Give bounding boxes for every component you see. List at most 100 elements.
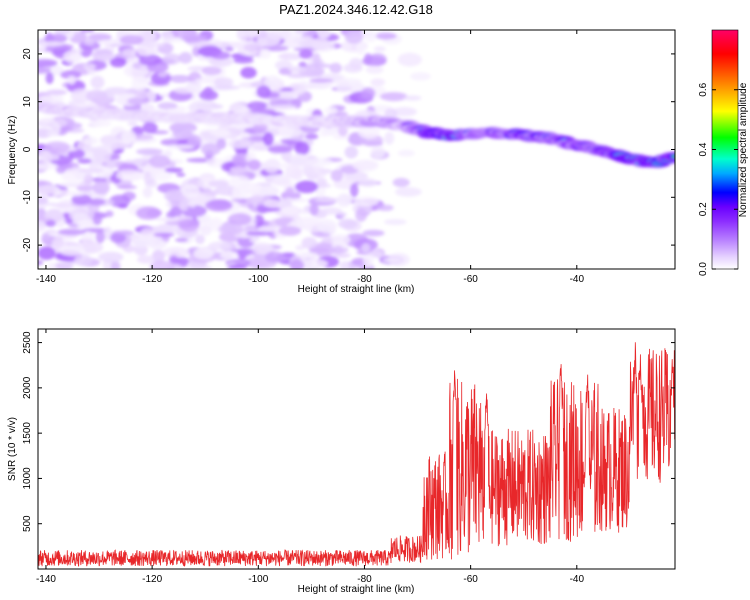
noise-speckle: [188, 198, 197, 208]
snr-y-axis-label: SNR (10 * v/v): [7, 417, 18, 481]
noise-speckle: [209, 56, 234, 67]
noise-speckle: [148, 154, 171, 168]
noise-speckle: [410, 72, 431, 81]
noise-speckle: [188, 41, 211, 47]
noise-speckle: [270, 104, 298, 110]
noise-speckle: [38, 184, 60, 195]
noise-speckle: [294, 252, 318, 258]
noise-speckle: [283, 42, 301, 49]
noise-speckle: [349, 57, 363, 70]
noise-speckle: [285, 186, 295, 196]
noise-speckle: [263, 159, 280, 173]
noise-speckle: [295, 30, 309, 34]
x-tick-label: -100: [248, 274, 268, 285]
noise-speckle: [199, 225, 212, 236]
noise-speckle: [338, 125, 348, 137]
figure-title: PAZ1.2024.346.12.42.G18: [279, 2, 433, 17]
noise-speckle: [68, 149, 86, 159]
noise-speckle: [305, 133, 319, 140]
noise-speckle: [92, 181, 110, 195]
noise-speckle: [87, 33, 112, 42]
noise-speckle: [355, 208, 367, 222]
noise-speckle: [329, 62, 343, 74]
noise-speckle: [199, 218, 214, 226]
noise-speckle: [179, 197, 189, 212]
noise-speckle: [358, 178, 377, 188]
spectrogram-image: [38, 30, 675, 269]
noise-speckle: [321, 207, 343, 215]
y-tick-label: 500: [22, 515, 33, 532]
noise-speckle: [58, 182, 86, 188]
noise-speckle: [208, 180, 230, 188]
noise-speckle: [352, 159, 379, 172]
noise-speckle: [80, 30, 95, 33]
noise-speckle: [288, 66, 307, 73]
noise-speckle: [293, 36, 306, 43]
noise-speckle: [142, 122, 158, 134]
noise-speckle: [105, 210, 114, 218]
noise-speckle: [309, 203, 319, 216]
noise-speckle: [336, 81, 352, 93]
noise-speckle: [200, 143, 221, 156]
noise-speckle: [116, 185, 137, 190]
noise-speckle: [74, 254, 93, 267]
noise-speckle: [338, 218, 358, 229]
noise-speckle: [96, 145, 113, 150]
noise-speckle: [274, 60, 293, 71]
noise-speckle: [267, 145, 293, 153]
noise-speckle: [163, 150, 172, 158]
noise-speckle: [156, 223, 176, 235]
noise-speckle: [44, 208, 64, 223]
noise-speckle: [237, 251, 252, 257]
noise-speckle: [213, 41, 240, 46]
x-tick-label: -80: [357, 274, 372, 285]
noise-speckle: [202, 88, 215, 94]
noise-speckle: [310, 37, 330, 50]
noise-speckle: [157, 102, 178, 110]
noise-speckle: [176, 172, 186, 177]
noise-speckle: [218, 223, 244, 236]
noise-speckle: [233, 57, 254, 64]
noise-speckle: [209, 129, 230, 136]
noise-speckle: [45, 72, 54, 84]
noise-speckle: [84, 38, 95, 46]
noise-speckle: [178, 52, 193, 64]
x-tick-label: -40: [570, 574, 585, 585]
noise-speckle: [266, 174, 292, 180]
noise-speckle: [316, 30, 331, 39]
noise-speckle: [78, 40, 101, 51]
noise-speckle: [39, 117, 56, 124]
noise-speckle: [256, 85, 271, 99]
noise-speckle: [301, 259, 329, 269]
noise-speckle: [135, 89, 150, 100]
x-tick-label: -100: [248, 574, 268, 585]
noise-speckle: [262, 132, 274, 146]
noise-speckle: [103, 226, 113, 240]
noise-speckle: [148, 238, 167, 250]
noise-speckle: [205, 199, 233, 212]
noise-speckle: [126, 57, 141, 63]
noise-speckle: [298, 49, 313, 59]
noise-speckle: [178, 218, 200, 232]
noise-speckle: [230, 248, 259, 255]
noise-speckle: [117, 204, 128, 209]
noise-speckle: [229, 166, 247, 174]
y-tick-label: -10: [22, 190, 33, 205]
noise-speckle: [312, 53, 321, 67]
noise-speckle: [70, 88, 93, 103]
noise-speckle: [245, 231, 273, 236]
noise-speckle: [136, 148, 163, 156]
noise-speckle: [295, 245, 306, 251]
noise-speckle: [319, 129, 330, 137]
noise-speckle: [53, 262, 74, 269]
noise-speckle: [187, 134, 202, 147]
noise-speckle: [201, 66, 222, 76]
noise-speckle: [110, 260, 121, 269]
noise-speckle: [92, 149, 112, 163]
snr-panel: -140 -120 -100 -80 -60 -40 500 1000 1500 2000 250…: [7, 328, 676, 595]
noise-speckle: [38, 46, 46, 52]
noise-speckle: [38, 41, 65, 47]
noise-speckle: [280, 206, 300, 216]
noise-speckle: [38, 196, 49, 205]
noise-speckle: [226, 171, 249, 177]
